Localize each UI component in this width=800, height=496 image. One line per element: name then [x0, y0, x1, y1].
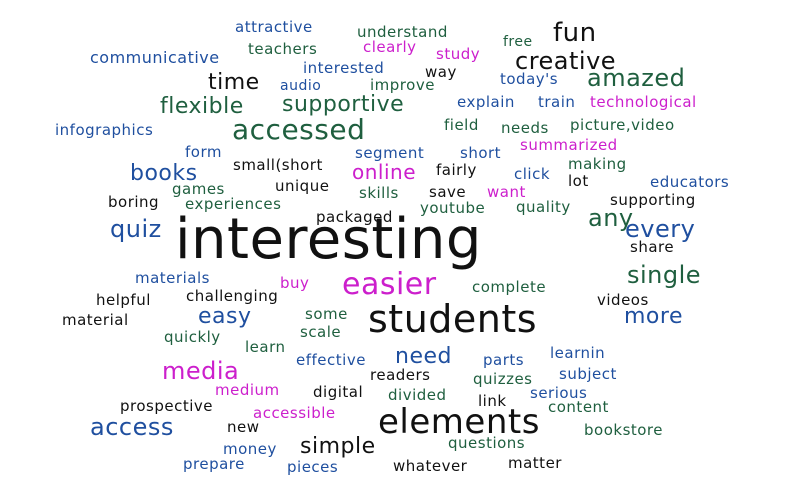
word-material: material — [62, 311, 129, 329]
word-short: short — [460, 144, 502, 162]
word-quality: quality — [516, 198, 571, 216]
word-materials: materials — [135, 269, 210, 287]
word-pieces: pieces — [287, 458, 339, 476]
word-every: every — [625, 215, 696, 243]
word-train: train — [538, 93, 576, 111]
word-buy: buy — [280, 274, 310, 292]
word-supportive: supportive — [282, 92, 405, 117]
word-lot: lot — [568, 172, 589, 190]
word-content: content — [548, 398, 609, 416]
word-improve: improve — [370, 76, 435, 94]
word-any: any — [588, 204, 634, 232]
word-flexible: flexible — [160, 94, 244, 119]
word-boring: boring — [108, 193, 160, 211]
word-complete: complete — [472, 278, 547, 296]
word-understand: understand — [357, 23, 448, 41]
word-accessed: accessed — [232, 113, 366, 146]
word-interesting: interesting — [175, 207, 482, 272]
word-whatever: whatever — [393, 457, 468, 475]
word-new: new — [227, 418, 260, 436]
word-single: single — [627, 261, 702, 289]
word-effective: effective — [296, 351, 366, 369]
word-youtube: youtube — [420, 199, 486, 217]
word-link: link — [478, 392, 507, 410]
word-media: media — [162, 357, 240, 385]
word-fairly: fairly — [436, 161, 477, 179]
word-online: online — [352, 160, 417, 184]
word-technological: technological — [590, 93, 697, 111]
word-bookstore: bookstore — [584, 421, 664, 439]
word-games: games — [172, 180, 225, 198]
word-skills: skills — [359, 184, 399, 202]
word-challenging: challenging — [186, 287, 279, 305]
word-learnin: learnin — [550, 344, 606, 362]
word-quickly: quickly — [164, 328, 221, 346]
word-unique: unique — [275, 177, 330, 195]
word-medium: medium — [215, 381, 280, 399]
word-time: time — [208, 70, 260, 95]
word-summarized: summarized — [520, 136, 618, 154]
word-experiences: experiences — [185, 195, 282, 213]
word-learn: learn — [245, 338, 286, 356]
word-infographics: infographics — [55, 121, 154, 139]
word-prepare: prepare — [183, 455, 245, 473]
word-fun: fun — [553, 18, 597, 48]
word-communicative: communicative — [90, 48, 220, 67]
word-supporting: supporting — [610, 191, 696, 209]
word-study: study — [436, 45, 481, 63]
word-simple: simple — [300, 434, 376, 459]
word-needs: needs — [501, 119, 549, 137]
word-need: need — [395, 344, 452, 369]
word-audio: audio — [280, 78, 322, 94]
word-interested: interested — [303, 59, 385, 77]
word-some: some — [305, 305, 348, 323]
word-field: field — [444, 116, 479, 134]
word-elements: elements — [378, 402, 540, 442]
word-scale: scale — [300, 323, 342, 341]
word-students: students — [368, 297, 538, 341]
word-teachers: teachers — [248, 40, 318, 58]
word-want: want — [487, 183, 526, 201]
word-access: access — [90, 413, 174, 441]
word-videos: videos — [597, 291, 649, 309]
word-questions: questions — [448, 434, 526, 452]
word-save: save — [429, 183, 467, 201]
word-amazed: amazed — [587, 64, 686, 92]
word-easier: easier — [342, 267, 437, 302]
word-matter: matter — [508, 454, 562, 472]
word-share: share — [630, 238, 675, 256]
word-quizzes: quizzes — [473, 370, 533, 388]
word-packaged: packaged — [316, 208, 393, 226]
word-educators: educators — [650, 173, 730, 191]
word-easy: easy — [198, 304, 252, 329]
word-divided: divided — [388, 386, 447, 404]
word-free: free — [503, 34, 533, 50]
word-small-short: small(short — [233, 156, 323, 174]
word-more: more — [624, 304, 683, 329]
word-books: books — [130, 161, 198, 186]
word-today-s: today's — [500, 70, 559, 88]
word-digital: digital — [313, 383, 364, 401]
word-click: click — [514, 165, 551, 183]
word-explain: explain — [457, 93, 515, 111]
word-creative: creative — [515, 47, 617, 75]
word-attractive: attractive — [235, 18, 313, 36]
word-readers: readers — [370, 366, 431, 384]
word-form: form — [185, 143, 222, 161]
word-quiz: quiz — [110, 215, 162, 243]
word-way: way — [425, 63, 457, 81]
word-serious: serious — [530, 384, 588, 402]
word-making: making — [568, 155, 627, 173]
word-clearly: clearly — [363, 38, 417, 56]
word-helpful: helpful — [96, 291, 151, 309]
word-parts: parts — [483, 351, 525, 369]
word-segment: segment — [355, 144, 425, 162]
word-accessible: accessible — [253, 404, 336, 422]
word-money: money — [223, 440, 277, 458]
word-prospective: prospective — [120, 397, 214, 415]
word-picture-video: picture,video — [570, 116, 675, 134]
word-subject: subject — [559, 365, 617, 383]
